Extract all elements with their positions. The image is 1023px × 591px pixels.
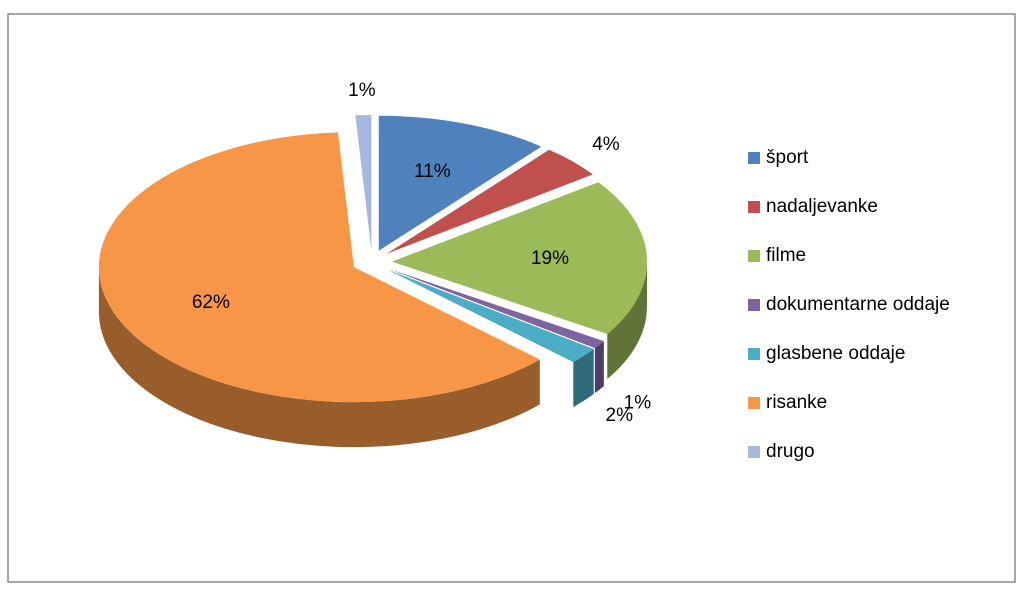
- data-label: 4%: [592, 134, 620, 155]
- slice-side: [607, 261, 647, 379]
- slice: [391, 182, 647, 334]
- legend-swatch: [748, 250, 760, 262]
- legend-label: glasbene oddaje: [766, 343, 905, 364]
- data-label: 2%: [606, 405, 634, 426]
- slice-side: [594, 341, 604, 394]
- slice: [387, 269, 594, 363]
- data-label: 1%: [624, 392, 652, 413]
- legend-swatch: [748, 152, 760, 164]
- legend-swatch: [748, 299, 760, 311]
- legend-label: šport: [766, 147, 809, 168]
- slice-side: [573, 349, 594, 408]
- slice: [378, 115, 542, 251]
- slice: [355, 115, 372, 251]
- legend-swatch: [748, 201, 760, 213]
- data-label: 11%: [414, 161, 451, 182]
- legend-label: drugo: [766, 441, 815, 462]
- legend-swatch: [748, 397, 760, 409]
- data-label: 19%: [531, 248, 569, 269]
- slice: [98, 132, 540, 403]
- legend-label: dokumentarne oddaje: [766, 294, 950, 315]
- slice-side: [98, 267, 540, 448]
- legend-swatch: [748, 446, 760, 458]
- legend-label: risanke: [766, 392, 827, 413]
- data-label: 1%: [348, 80, 376, 101]
- data-label: 62%: [192, 292, 230, 313]
- slice: [388, 268, 604, 349]
- legend-swatch: [748, 348, 760, 360]
- legend-label: nadaljevanke: [766, 196, 878, 217]
- legend-label: filme: [766, 245, 806, 266]
- slice: [386, 149, 593, 254]
